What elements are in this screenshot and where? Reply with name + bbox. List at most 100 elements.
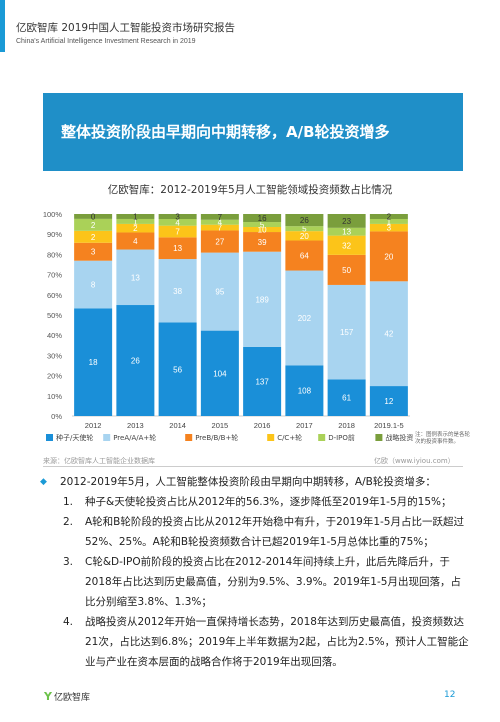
data-label: 39: [258, 238, 267, 247]
data-label: 189: [255, 295, 269, 304]
y-tick-label: 80%: [47, 250, 62, 259]
y-tick-label: 10%: [47, 392, 62, 401]
bar-segment: [243, 222, 282, 228]
bar-segment: [327, 284, 366, 380]
data-label: 0: [91, 212, 96, 221]
report-subtitle: China's Artificial Intelligence Investme…: [16, 38, 196, 45]
bar-segment: [243, 227, 282, 233]
bar-segment: [200, 214, 239, 220]
bar-segment: [116, 249, 155, 306]
bar-segment: [200, 219, 239, 225]
logo-text: 亿欧智库: [53, 693, 90, 703]
bar-segment: [158, 237, 197, 260]
legend-swatch: [267, 434, 275, 441]
y-tick-label: 70%: [47, 271, 62, 280]
bar-segment: [116, 305, 155, 416]
bar-segment: [158, 322, 197, 416]
x-tick-label: 2015: [212, 421, 229, 430]
data-label: 13: [173, 244, 182, 253]
legend-swatch: [185, 434, 193, 441]
list-number: 2.: [63, 516, 74, 528]
section-banner: 整体投资阶段由早期向中期转移，A/B轮投资增多: [43, 93, 463, 171]
data-label: 10: [258, 226, 267, 235]
banner-heading: 整体投资阶段由早期向中期转移，A/B轮投资增多: [61, 123, 390, 141]
data-label: 1: [133, 217, 138, 226]
data-label: 2: [133, 224, 138, 233]
data-label: 7: [218, 213, 223, 222]
data-label: 2: [91, 233, 96, 242]
report-title: 亿欧智库 2019中国人工智能投资市场研究报告: [16, 22, 236, 34]
chart-title: 亿欧智库：2012-2019年5月人工智能领域投资频数占比情况: [107, 184, 393, 196]
data-label: 8: [91, 281, 96, 290]
y-tick-label: 90%: [47, 230, 62, 239]
data-label: 4: [133, 237, 138, 246]
data-label: 104: [213, 369, 227, 378]
bar-segment: [369, 218, 408, 224]
divider: [43, 466, 463, 467]
bar-segment: [158, 214, 197, 220]
legend-label: PreB/B/B+轮: [195, 433, 238, 442]
data-label: 20: [300, 232, 309, 241]
legend-label: C/C+轮: [277, 433, 302, 442]
data-label: 2: [91, 221, 96, 230]
data-label: 2: [387, 212, 392, 221]
data-label: 3: [91, 248, 96, 257]
bar-segment: [369, 223, 408, 232]
x-tick-label: 2017: [296, 421, 313, 430]
data-label: 38: [173, 287, 182, 296]
y-tick-label: 20%: [47, 372, 62, 381]
list-number: 1.: [63, 496, 74, 508]
footer-logo: Y 亿欧智库: [44, 690, 90, 703]
data-label: 3: [387, 224, 392, 233]
legend-swatch: [318, 434, 326, 441]
list-number: 3.: [63, 556, 74, 568]
y-tick-label: 60%: [47, 291, 62, 300]
data-label: 26: [300, 216, 309, 225]
data-label: 20: [384, 252, 393, 261]
data-label: 56: [173, 365, 182, 374]
data-label: 18: [89, 358, 98, 367]
list-text: C轮&D-IPO前阶段的投资占比在2012-2014年间持续上升，此后先降后升，…: [85, 556, 461, 608]
bar-segment: [116, 232, 155, 250]
data-label: 26: [131, 357, 140, 366]
data-label: 16: [258, 214, 267, 223]
legend-label: 战略投资: [385, 433, 413, 442]
bar-segment: [327, 235, 366, 255]
bar-segment: [74, 214, 113, 219]
bar-segment: [369, 281, 408, 387]
bar-segment: [369, 214, 408, 219]
lead-text: 2012-2019年5月，人工智能整体投资阶段由早期向中期转移，A/B轮投资增多…: [60, 476, 436, 488]
data-label: 27: [215, 238, 224, 247]
logo-icon: Y: [44, 690, 52, 703]
bar-segment: [285, 240, 324, 271]
legend-swatch: [46, 434, 53, 441]
bar-segment: [74, 260, 113, 309]
data-label: 137: [255, 377, 269, 386]
bar-segment: [285, 231, 324, 241]
bar-segment: [369, 231, 408, 282]
data-label: 5: [260, 221, 265, 230]
diamond-bullet-icon: ◆: [40, 477, 47, 487]
data-label: 7: [218, 224, 223, 233]
data-label: 1: [387, 217, 392, 226]
bar-segment: [158, 219, 197, 226]
bar-segment: [200, 224, 239, 231]
data-label: 50: [342, 266, 351, 275]
legend-label: PreA/A/A+轮: [113, 433, 156, 442]
x-tick-label: 2013: [127, 421, 144, 430]
bar-segment: [243, 232, 282, 252]
bar-segment: [200, 330, 239, 416]
page-number: 12: [444, 690, 456, 700]
legend-swatch: [103, 434, 111, 441]
bar-segment: [327, 214, 366, 228]
y-tick-label: 0%: [51, 412, 62, 421]
x-tick-label: 2014: [169, 421, 186, 430]
x-tick-label: 2016: [254, 421, 271, 430]
bar-segment: [116, 214, 155, 219]
bar-segment: [285, 226, 324, 232]
data-label: 23: [342, 217, 351, 226]
bar-segment: [74, 308, 113, 416]
data-label: 202: [298, 314, 312, 323]
data-label: 32: [342, 241, 351, 250]
y-tick-label: 40%: [47, 331, 62, 340]
